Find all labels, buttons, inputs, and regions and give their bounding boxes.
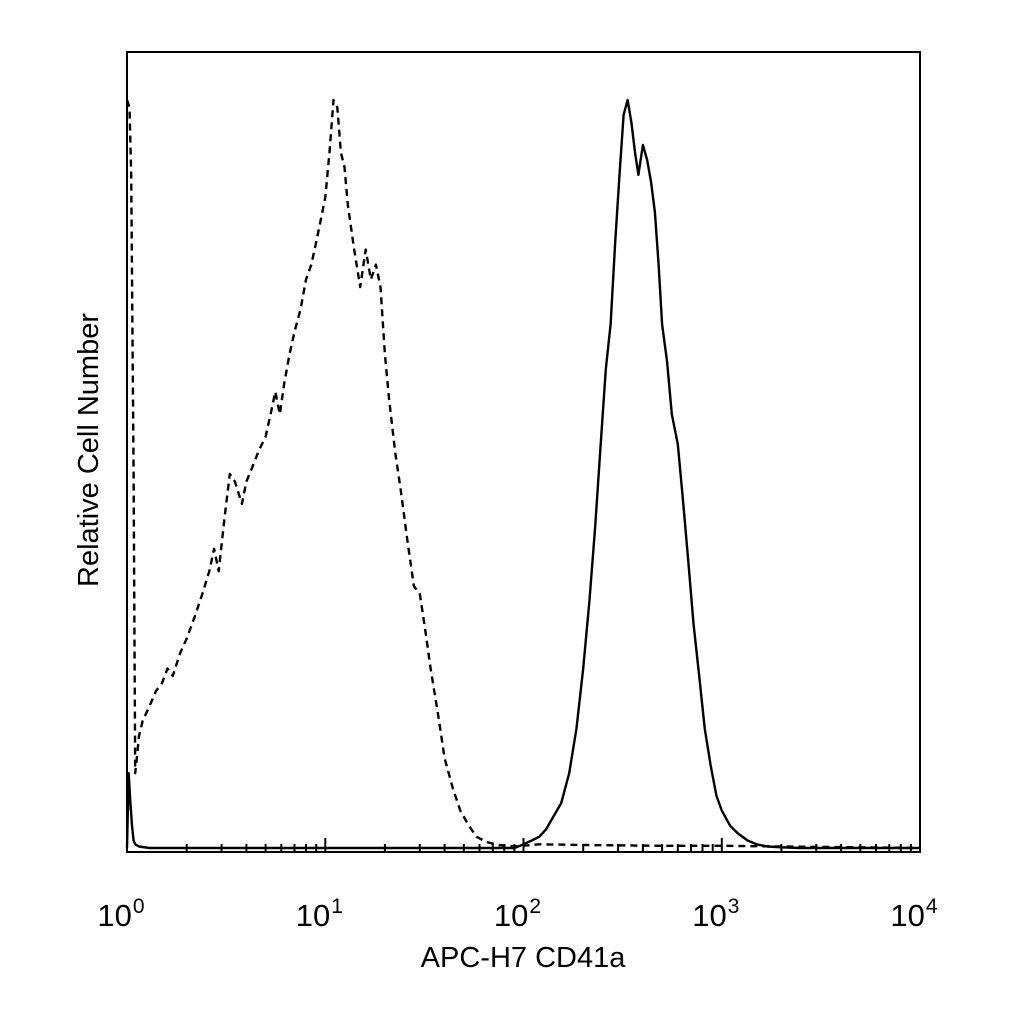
x-tick-label-base: 10 [97, 898, 131, 933]
dashed-histogram-line [125, 98, 921, 850]
x-tick-label: 100 [97, 895, 144, 933]
y-axis-label: Relative Cell Number [73, 313, 105, 587]
x-tick-label-exponent: 2 [529, 895, 541, 918]
x-axis-tick-labels: 100 101 102 103 104 [97, 895, 937, 933]
x-tick-label-base: 10 [494, 898, 528, 933]
series-group [125, 98, 921, 850]
x-tick-label-base: 10 [890, 898, 924, 933]
x-tick-label: 103 [692, 895, 739, 933]
x-axis-label: APC-H7 CD41a [421, 942, 627, 974]
solid-histogram-line [125, 98, 920, 850]
x-axis-ticks [126, 838, 921, 852]
x-tick-label-exponent: 1 [331, 895, 343, 918]
x-tick-label: 104 [890, 895, 937, 933]
x-tick-label: 101 [296, 895, 343, 933]
x-tick-label-exponent: 0 [133, 895, 145, 918]
x-tick-label-base: 10 [296, 898, 330, 933]
x-tick-label: 102 [494, 895, 541, 933]
x-tick-label-base: 10 [692, 898, 726, 933]
x-tick-label-exponent: 4 [926, 895, 938, 918]
x-tick-label-exponent: 3 [728, 895, 740, 918]
